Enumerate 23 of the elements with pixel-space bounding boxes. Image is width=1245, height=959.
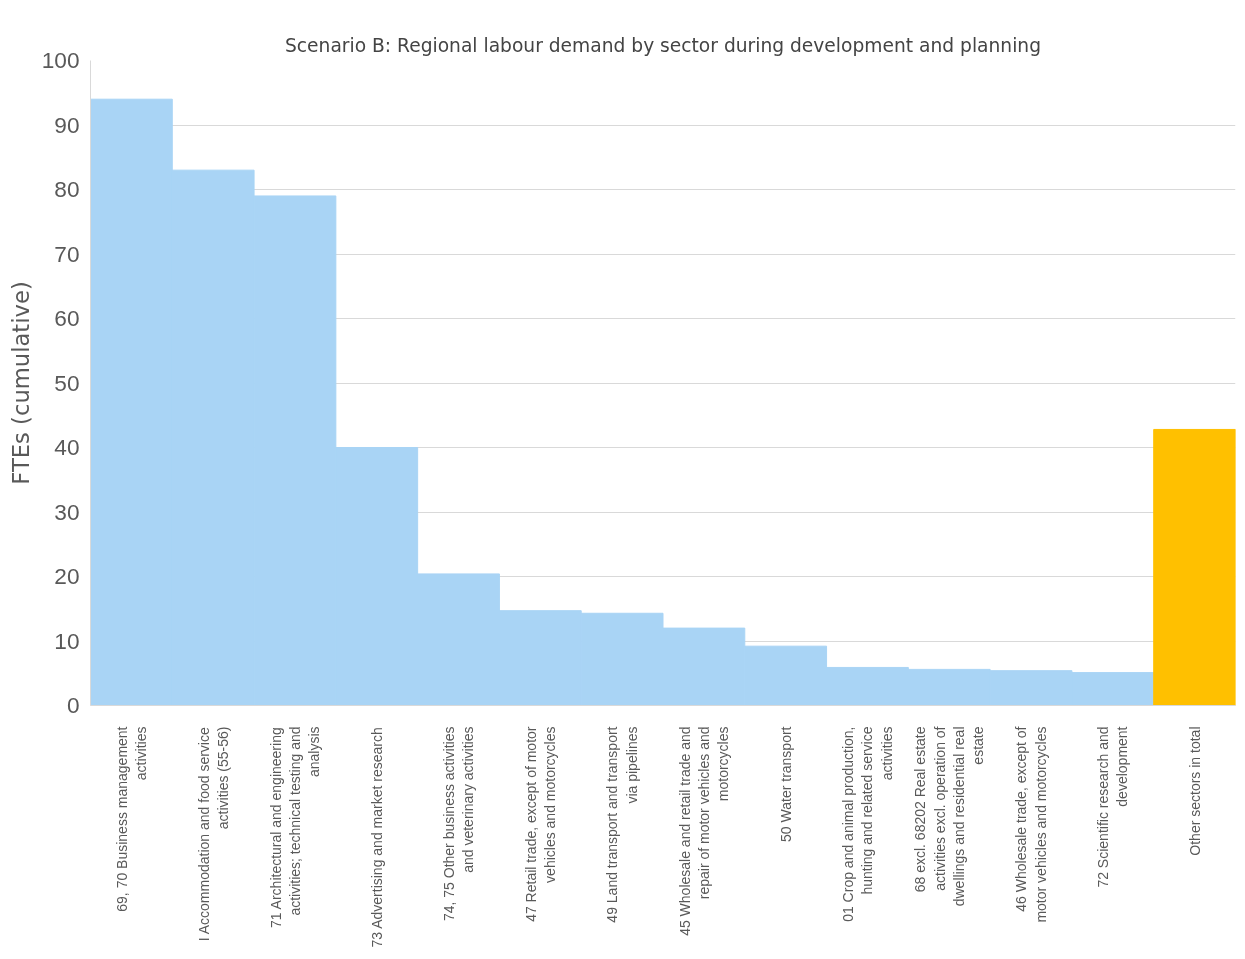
x-tick-label: Other sectors in total — [1186, 726, 1203, 856]
y-tick-label: 0 — [66, 692, 80, 718]
x-tick-label: 69, 70 Business management activities — [113, 726, 149, 912]
y-tick-label: 100 — [41, 47, 80, 73]
x-tick-label: 50 Water transport — [777, 726, 794, 842]
bar — [1153, 428, 1236, 706]
y-axis-title: FTEs (cumulative) — [7, 281, 34, 485]
y-tick-label: 60 — [54, 305, 80, 331]
x-tick-label: 73 Advertising and market research — [368, 727, 385, 948]
y-tick-label: 10 — [54, 627, 80, 654]
y-tick-label: 80 — [54, 176, 80, 202]
y-tick-label: 40 — [54, 434, 80, 460]
x-tick-label: 72 Scientific research and development — [1095, 726, 1131, 888]
x-tick-label: I Accommodation and food service activities (55-56) — [195, 726, 231, 942]
y-tick-label: 20 — [54, 563, 80, 589]
y-tick-label: 70 — [54, 240, 80, 267]
x-tick-label: 01 Crop and animal production, hunting and related service activities — [840, 726, 895, 922]
x-tick-label: 71 Architectural and engineering activities; technical testing and analysis — [267, 726, 323, 929]
y-tick-label: 50 — [54, 369, 80, 396]
x-tick-label: 45 Wholesale and retail trade and repair of motor vehicles and motorcycles — [676, 726, 732, 936]
y-tick-label: 90 — [54, 111, 80, 138]
chart-title: Scenario B: Regional labour demand by sector during development and planning — [285, 34, 1041, 56]
y-tick-label: 30 — [54, 498, 80, 525]
